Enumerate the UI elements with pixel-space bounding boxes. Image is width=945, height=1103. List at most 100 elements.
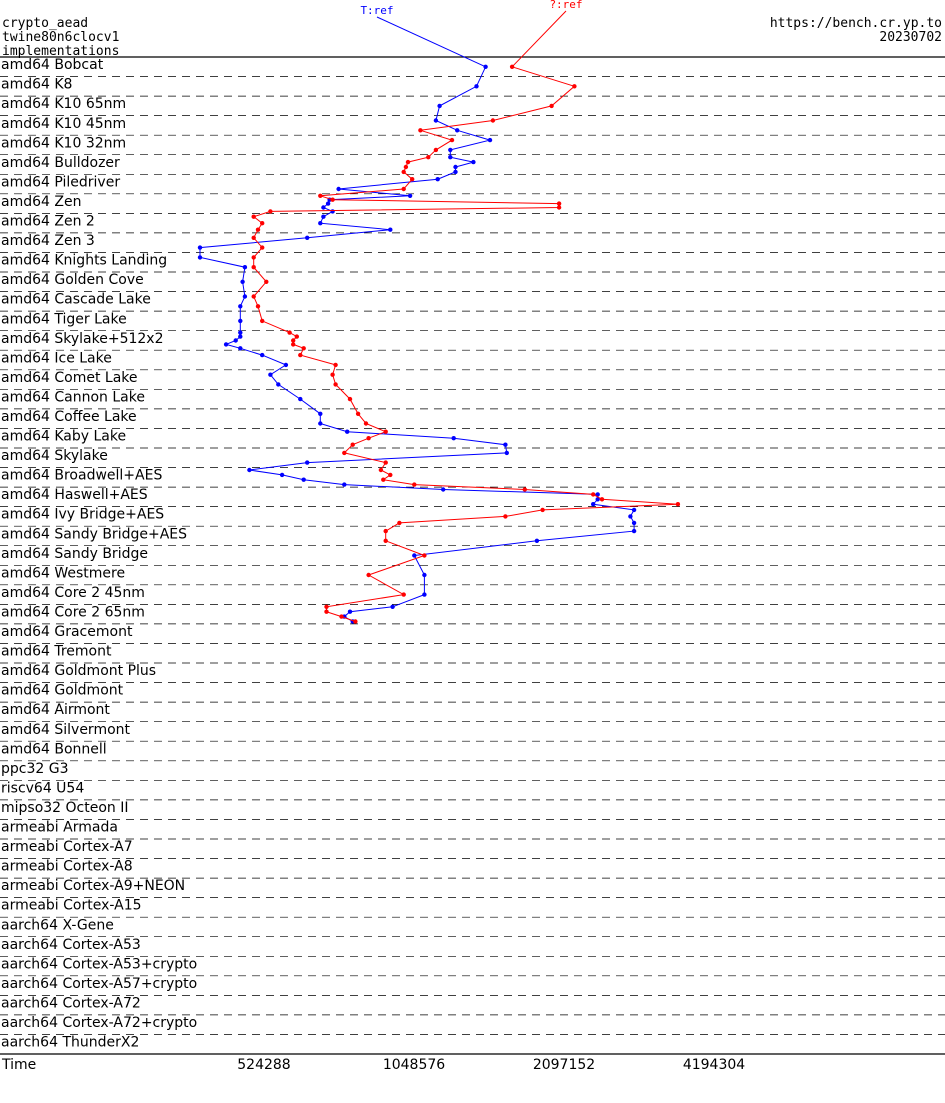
data-point [238,334,243,339]
row-label: amd64 Coffee Lake [1,409,137,425]
data-point [471,159,476,165]
data-point [628,514,633,519]
row-label: amd64 Comet Lake [1,370,138,386]
data-point [242,265,248,270]
series-line [199,66,635,622]
data-point [412,553,417,558]
data-point [324,604,329,609]
row-label: amd64 Zen 3 [1,233,95,249]
data-point [318,221,323,226]
data-point [412,482,417,487]
row-label: amd64 Skylake+512x2 [1,331,163,347]
data-point [287,330,292,335]
data-point [422,572,427,578]
data-point [675,502,681,507]
row-label: amd64 Piledriver [1,174,120,190]
data-point [238,304,243,309]
series-line [252,66,678,622]
x-tick-label: 4194304 [683,1057,745,1073]
date-stamp: 20230702 [879,30,942,45]
data-point [572,84,577,89]
x-tick-label: 524288 [237,1057,290,1073]
row-label: aarch64 Cortex-A72+crypto [1,1015,197,1031]
data-point [448,147,453,153]
data-point [350,442,355,447]
data-point [318,193,323,198]
data-point [251,255,256,260]
data-point [441,487,446,492]
series-label-connector [511,10,567,68]
data-point [534,538,540,543]
data-point [631,520,637,526]
data-point [294,334,299,339]
data-point [321,205,326,210]
row-label: amd64 Cascade Lake [1,292,151,308]
data-point [433,147,439,153]
x-axis-label: Time [1,1057,36,1073]
row-label: amd64 Goldmont Plus [1,663,156,679]
data-point [422,553,427,558]
row-label: amd64 Westmere [1,565,125,581]
data-point [347,396,353,402]
data-point [556,205,562,210]
row-label: armeabi Cortex-A15 [1,898,142,914]
row-label: amd64 Tremont [1,644,112,660]
data-point [522,487,527,492]
data-point [345,429,350,434]
data-point [503,514,508,519]
source-url: https://bench.cr.yp.to [769,16,942,31]
row-label: armeabi Cortex-A8 [1,859,133,875]
data-point [401,186,406,192]
row-label: amd64 K10 32nm [1,135,126,151]
row-label: amd64 Broadwell+AES [1,468,162,484]
data-point [291,342,296,347]
data-point [353,619,358,624]
implementations-heading: implementations [2,44,120,59]
data-point [255,227,261,232]
data-point [591,492,596,497]
data-point [595,492,600,497]
data-point [363,421,369,426]
data-point [330,209,335,214]
data-point [366,572,371,578]
data-point [238,330,243,335]
data-point [437,103,442,109]
row-label: amd64 Cannon Lake [1,390,145,406]
data-point [321,214,326,219]
data-point [595,497,600,502]
series-name-label: ?:ref [549,0,582,11]
data-point [490,118,496,123]
data-point [240,279,245,284]
row-label: riscv64 U54 [1,780,84,796]
data-point [378,467,384,473]
data-point [260,245,265,250]
row-label: armeabi Cortex-A9+NEON [1,878,185,894]
data-point [301,477,306,482]
data-point [410,177,415,182]
series-label-connector [376,16,486,68]
row-label: amd64 K8 [1,77,72,93]
row-label: armeabi Armada [1,820,118,836]
data-point [474,84,479,89]
data-point [251,214,256,219]
row-label: amd64 Golden Cove [1,272,144,288]
row-label: amd64 Sandy Bridge+AES [1,526,187,542]
data-point [453,164,458,170]
data-point [242,294,248,299]
data-point [325,201,331,206]
row-label: mipso32 Octeon II [1,800,129,816]
data-point [298,396,303,402]
data-point [339,614,344,619]
data-point [397,520,402,526]
data-point [388,227,393,232]
data-point [318,411,323,416]
data-point [455,128,460,133]
data-point [279,472,285,478]
row-label: amd64 Bonnell [1,741,107,757]
data-point [556,201,562,206]
data-point [383,538,388,543]
row-label: amd64 K10 65nm [1,96,126,112]
data-point [401,592,406,597]
x-tick-label: 2097152 [533,1057,595,1073]
